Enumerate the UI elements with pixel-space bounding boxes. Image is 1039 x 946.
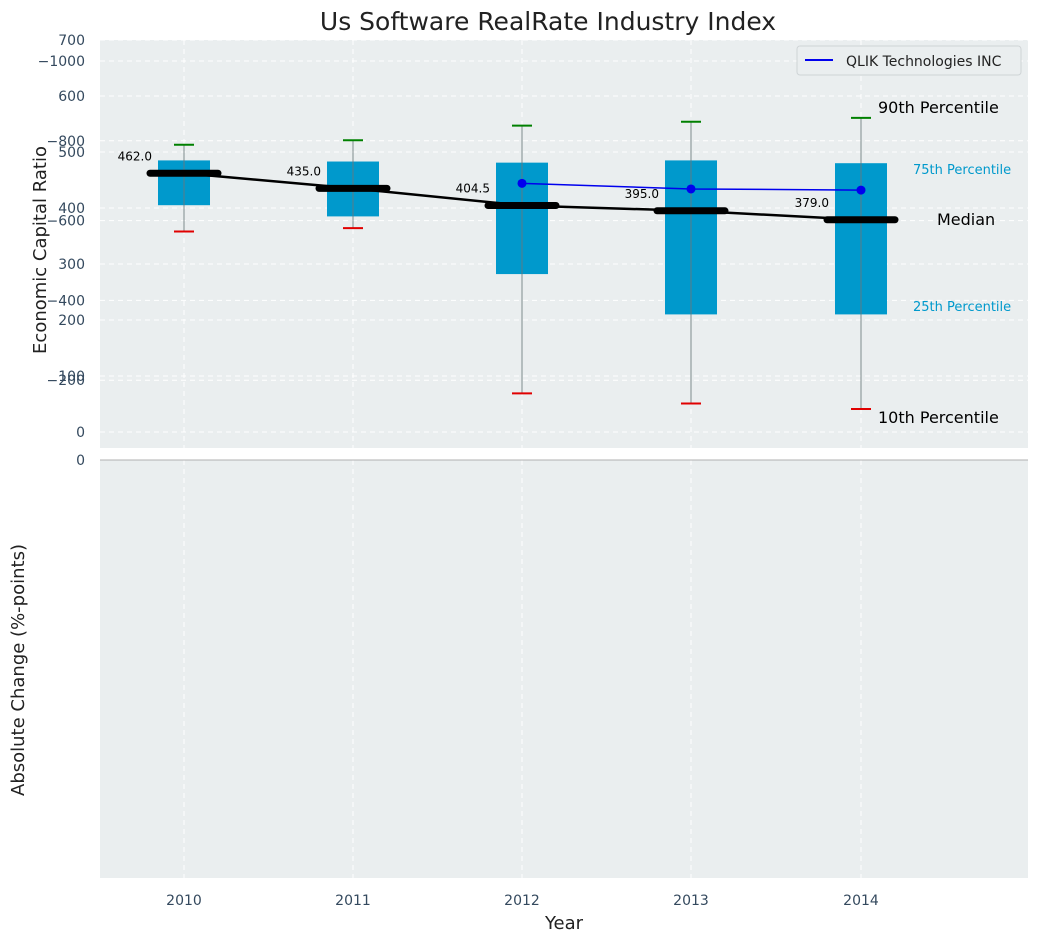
x-tick-label: 2013 <box>673 893 709 909</box>
top-y-tick-label: 100 <box>58 369 85 385</box>
top-y-tick-label: 200 <box>58 313 85 329</box>
annotation-median: Median <box>937 210 995 229</box>
median-value-label: 395.0 <box>625 187 659 201</box>
annotation-90th: 90th Percentile <box>878 98 999 117</box>
company-point <box>517 178 527 188</box>
bottom-y-tick-label: 0 <box>76 453 85 469</box>
legend-entry-label: QLIK Technologies INC <box>846 54 1002 70</box>
bottom-y-tick-label: −600 <box>47 214 85 230</box>
top-y-tick-label: 0 <box>76 425 85 441</box>
annotation-25th: 25th Percentile <box>913 300 1011 315</box>
top-y-tick-label: 400 <box>58 201 85 217</box>
top-y-axis-label: Economic Capital Ratio <box>30 146 51 354</box>
legend-box <box>796 45 1022 76</box>
median-value-label: 404.5 <box>456 181 490 195</box>
bottom-y-tick-label: −1000 <box>38 54 85 70</box>
bottom-y-tick-label: −800 <box>47 134 85 150</box>
bottom-y-axis-label: Absolute Change (%-points) <box>8 544 29 796</box>
top-y-tick-label: 500 <box>58 145 85 161</box>
x-tick-label: 2011 <box>335 893 371 909</box>
median-value-label: 379.0 <box>795 196 829 210</box>
x-axis-label: Year <box>544 913 584 934</box>
chart-title: Us Software RealRate Industry Index <box>320 7 776 36</box>
median-value-label: 435.0 <box>287 164 321 178</box>
median-value-label: 462.0 <box>118 149 152 163</box>
annotation-10th: 10th Percentile <box>878 408 999 427</box>
company-point <box>686 184 696 194</box>
top-y-tick-label: 700 <box>58 33 85 49</box>
x-tick-label: 2012 <box>504 893 540 909</box>
company-point <box>856 185 866 195</box>
x-tick-label: 2010 <box>166 893 202 909</box>
bottom-y-tick-label: −200 <box>47 373 85 389</box>
top-y-tick-label: 600 <box>58 89 85 105</box>
bottom-y-tick-label: −400 <box>47 293 85 309</box>
annotation-75th: 75th Percentile <box>913 163 1011 178</box>
x-tick-label: 2014 <box>843 893 879 909</box>
median-trend-line <box>183 172 862 222</box>
top-y-tick-label: 300 <box>58 257 85 273</box>
bottom-panel-background <box>100 460 1028 878</box>
